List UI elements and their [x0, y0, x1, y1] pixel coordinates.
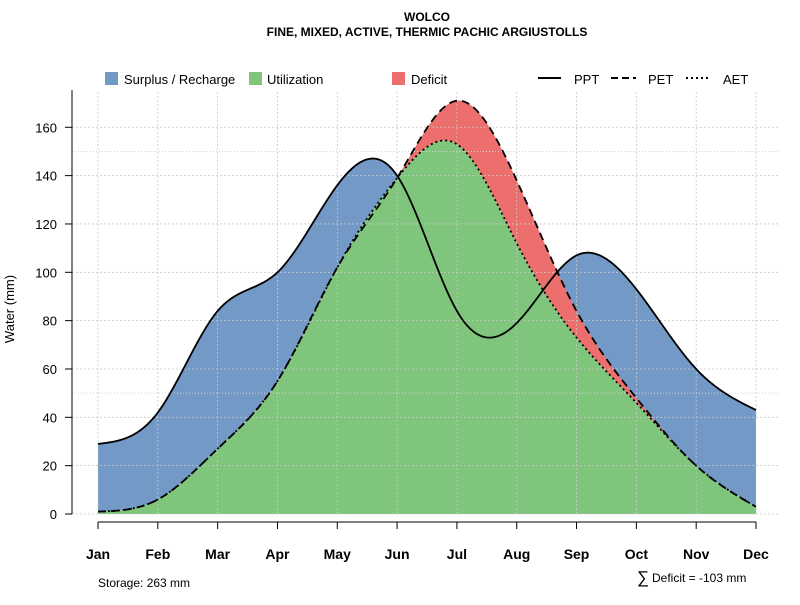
- y-tick-label: 120: [35, 217, 57, 232]
- x-tick-label: Apr: [265, 546, 290, 562]
- utilization-area: [98, 140, 756, 515]
- y-tick-label: 100: [35, 265, 57, 280]
- series-lines: [97, 99, 757, 513]
- x-tick-label: Jun: [385, 546, 410, 562]
- chart-title: WOLCO: [404, 10, 450, 24]
- pet-line: [97, 99, 757, 513]
- x-tick-label: Jan: [86, 546, 110, 562]
- y-tick-label: 60: [43, 362, 57, 377]
- legend-label-aet: AET: [723, 72, 748, 87]
- x-tick-label: Sep: [564, 546, 590, 562]
- ppt-line: [97, 157, 757, 445]
- deficit-annotation: Deficit = -103 mm: [652, 571, 746, 585]
- storage-annotation: Storage: 263 mm: [98, 576, 190, 590]
- x-tick-label: Feb: [145, 546, 170, 562]
- legend-label-utilization: Utilization: [267, 72, 323, 87]
- legend-swatch-utilization: [249, 72, 262, 85]
- x-tick-label: Jul: [447, 546, 467, 562]
- legend-swatch-surplus: [105, 72, 118, 85]
- aet-line: [97, 139, 757, 513]
- legend: Surplus / Recharge Utilization Deficit P…: [105, 72, 748, 87]
- legend-label-pet: PET: [648, 72, 673, 87]
- y-tick-label: 40: [43, 410, 57, 425]
- grid-lines: [72, 90, 780, 515]
- legend-label-ppt: PPT: [574, 72, 599, 87]
- surplus-area: [98, 140, 756, 512]
- x-tick-label: Nov: [683, 546, 710, 562]
- area-fills: [98, 100, 756, 515]
- x-tick-label: Aug: [503, 546, 530, 562]
- y-tick-label: 160: [35, 120, 57, 135]
- x-tick-label: May: [324, 546, 351, 562]
- y-tick-label: 0: [50, 507, 57, 522]
- chart-subtitle: FINE, MIXED, ACTIVE, THERMIC PACHIC ARGI…: [267, 25, 588, 39]
- y-axis-label: Water (mm): [2, 275, 17, 343]
- x-tick-label: Mar: [205, 546, 230, 562]
- x-tick-label: Oct: [625, 546, 649, 562]
- legend-swatch-deficit: [392, 72, 405, 85]
- deficit-sum-symbol: ∑: [637, 568, 649, 587]
- legend-label-surplus: Surplus / Recharge: [124, 72, 235, 87]
- y-tick-label: 80: [43, 314, 57, 329]
- legend-label-deficit: Deficit: [411, 72, 448, 87]
- y-tick-label: 140: [35, 169, 57, 184]
- axes: 0 20 40 60 80 100 120 140 160 Jan Feb Mar Apr May Jun J…: [35, 90, 769, 562]
- y-tick-label: 20: [43, 459, 57, 474]
- x-tick-label: Dec: [743, 546, 769, 562]
